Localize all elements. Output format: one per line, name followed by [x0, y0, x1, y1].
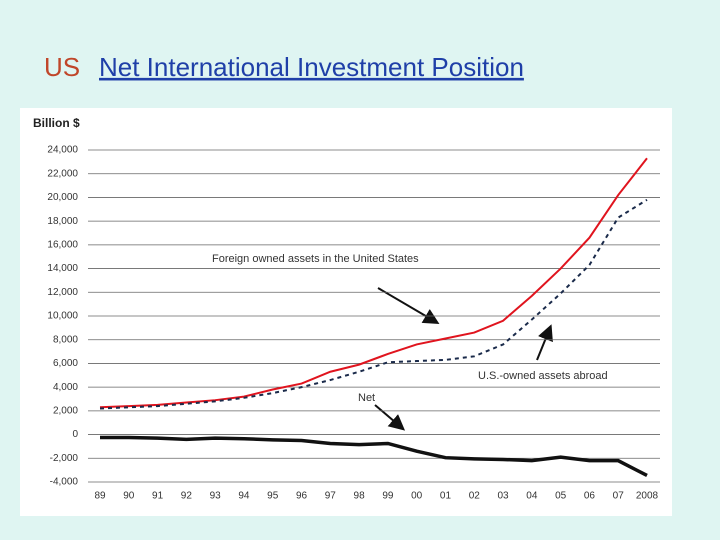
y-tick-label: 16,000 [47, 239, 78, 250]
x-tick-label: 00 [411, 491, 423, 502]
y-tick-label: 0 [72, 429, 78, 440]
y-tick-label: 10,000 [47, 311, 78, 322]
x-tick-label: 06 [584, 491, 596, 502]
y-tick-label: -4,000 [50, 477, 79, 488]
series-line [99, 157, 648, 409]
title: Net International Investment Position [99, 52, 524, 82]
x-tick-label: 2008 [636, 491, 659, 502]
annotation: U.S.-owned assets abroad [478, 370, 608, 382]
x-tick-label: 04 [526, 491, 538, 502]
x-tick-label: 93 [210, 491, 222, 502]
x-tick-label: 97 [325, 491, 337, 502]
x-tick-label: 91 [152, 491, 164, 502]
y-tick-label: 2,000 [53, 405, 78, 416]
x-tick-label: 05 [555, 491, 567, 502]
x-tick-label: 03 [497, 491, 509, 502]
arrow [374, 404, 406, 431]
annotation: Foreign owned assets in the United State… [212, 253, 419, 265]
y-axis-label: Billion $ [33, 116, 80, 130]
x-tick-label: 96 [296, 491, 308, 502]
y-tick-label: 6,000 [53, 358, 78, 369]
arrow [536, 324, 553, 361]
y-tick-label: 22,000 [47, 168, 78, 179]
y-tick-label: 18,000 [47, 216, 78, 227]
y-tick-label: 12,000 [47, 287, 78, 298]
x-tick-label: 01 [440, 491, 452, 502]
y-tick-label: -2,000 [50, 453, 79, 464]
y-tick-label: 8,000 [53, 334, 78, 345]
title-prefix: US [44, 52, 80, 82]
x-tick-label: 02 [469, 491, 481, 502]
x-tick-label: 98 [354, 491, 366, 502]
x-tick-label: 89 [94, 491, 106, 502]
x-tick-label: 99 [382, 491, 394, 502]
x-tick-label: 94 [238, 491, 250, 502]
y-tick-label: 20,000 [47, 192, 78, 203]
x-tick-label: 07 [613, 491, 625, 502]
annotation: Net [358, 392, 375, 404]
y-tick-label: 4,000 [53, 382, 78, 393]
x-tick-label: 90 [123, 491, 135, 502]
y-tick-label: 24,000 [47, 145, 78, 156]
series-line [99, 198, 648, 410]
chart-area [20, 108, 672, 516]
y-tick-label: 14,000 [47, 263, 78, 274]
x-tick-label: 95 [267, 491, 279, 502]
x-tick-label: 92 [181, 491, 193, 502]
series-line [100, 435, 648, 478]
